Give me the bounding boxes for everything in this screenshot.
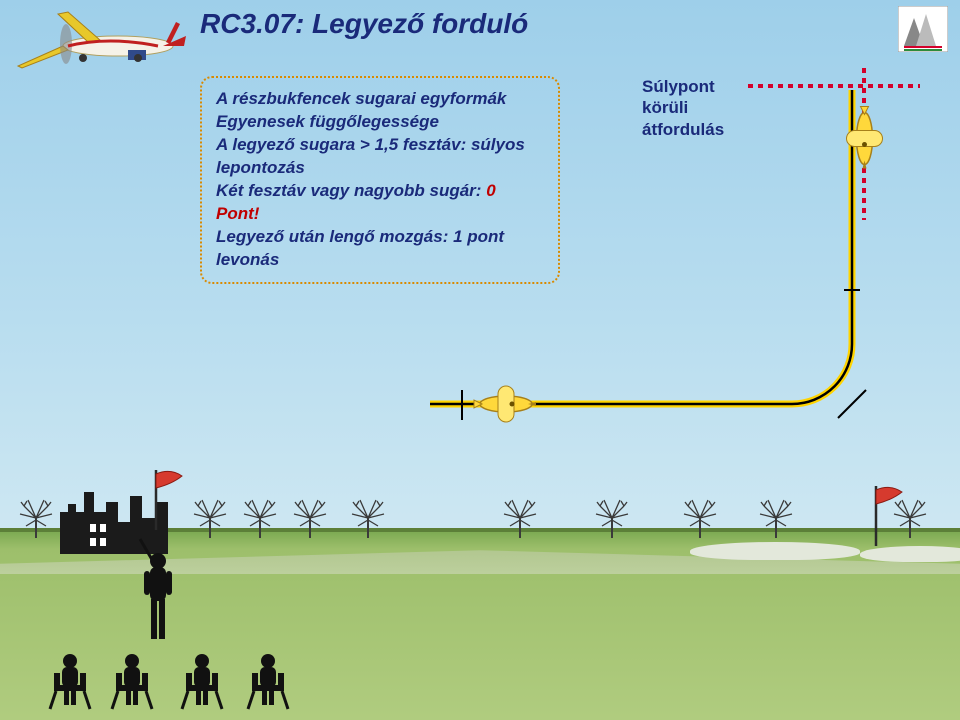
seated-person [106,651,158,716]
snow-patch [690,542,860,560]
tree [242,498,278,543]
standing-observer [138,537,178,652]
seated-person [242,651,294,716]
tree [682,498,718,543]
tree [350,498,386,543]
plane-on-path-horizontal [472,382,536,431]
flag [872,486,906,551]
seated-person [176,651,228,716]
seated-person [44,651,96,716]
flag [152,470,186,535]
plane-on-path-vertical [838,105,887,169]
tree [192,498,228,543]
tree [502,498,538,543]
tree [292,498,328,543]
tree [758,498,794,543]
tree [18,498,54,543]
tree [594,498,630,543]
